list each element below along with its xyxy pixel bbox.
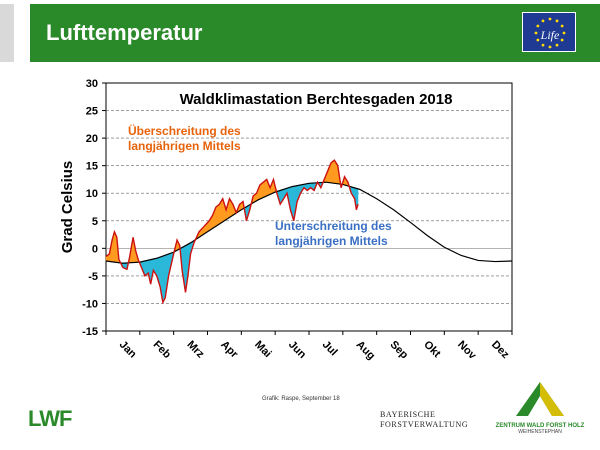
x-tick-label: Jun [286,339,309,362]
x-tick-label: Jul [320,339,340,359]
x-tick-label: Dez [489,339,512,362]
lwf-logo: LWF [28,406,88,435]
x-tick-label: Aug [354,339,378,363]
anomaly-above [330,159,335,184]
slide-title: Lufttemperatur [46,20,203,45]
eu-star [560,38,564,42]
eu-star [541,19,545,23]
y-tick-label: 20 [86,133,98,145]
x-tick-label: Jan [117,339,139,361]
y-tick-label: 0 [92,243,98,255]
x-tick-label: Nov [455,339,479,363]
y-tick-label: -5 [88,271,98,283]
x-tick-label: Apr [218,339,240,361]
chart-grid [106,110,512,304]
y-axis-ticks: -15 -10 -5 0 5 10 15 20 25 30 [82,78,106,338]
life-logo-text: Life [540,28,560,42]
chart-title: Waldklimastation Berchtesgaden 2018 [180,91,453,108]
x-tick-label: Okt [421,339,443,361]
bfv-line1: BAYERISCHE [380,410,436,419]
annotation-below-line1: Unterschreitung des [275,219,392,233]
lwf-logo-icon: LWF [28,406,73,431]
eu-star [534,31,538,35]
temperature-2018-line [105,159,359,305]
slide-header: Lufttemperatur Life [0,0,600,66]
annotation-above-line2: langjährigen Mittels [128,139,241,153]
y-tick-label: 15 [86,161,98,173]
x-tick-label: Feb [151,339,174,362]
eu-star [548,17,552,21]
x-tick-label: Mrz [184,339,206,361]
eu-stars-icon: Life [534,17,566,49]
mountain-icon [516,382,564,416]
zwfh-line1: ZENTRUM WALD FORST HOLZ [495,423,585,429]
eu-star [541,43,545,47]
anomaly-below [162,254,166,303]
eu-star [555,19,559,23]
x-axis-ticks: Jan Feb Mrz Apr Mai Jun Jul Aug Sep Okt Nov Dez [105,331,513,363]
bayerische-forstverwaltung-logo: BAYERISCHE FORSTVERWALTUNG [380,410,468,430]
x-tick-label: Mai [252,339,273,360]
annotation-below-line2: langjährigen Mittels [275,234,388,248]
eu-star [536,38,540,42]
eu-star [560,24,564,28]
eu-star [536,24,540,28]
y-tick-label: 30 [86,78,98,90]
y-tick-label: 5 [92,216,98,228]
zentrum-wald-forst-holz-logo: ZENTRUM WALD FORST HOLZ WEIHENSTEPHAN [490,380,590,435]
y-tick-label: 25 [86,106,98,118]
eu-star [562,31,566,35]
lwf-logo-text: LWF [28,406,72,430]
eu-star [548,45,552,49]
eu-life-logo: Life [522,12,576,52]
plot-area [105,82,513,332]
y-tick-label: -10 [82,298,98,310]
y-axis-label: Grad Celsius [59,161,76,254]
annotation-above-line1: Überschreitung des [128,123,241,138]
y-tick-label: 10 [86,188,98,200]
chart-lines [105,159,513,305]
bfv-line2: FORSTVERWALTUNG [380,420,469,429]
zwfh-line2: WEIHENSTEPHAN [518,429,562,435]
x-tick-label: Sep [387,339,410,362]
header-accent-block [0,4,14,62]
y-tick-label: -15 [82,326,98,338]
header-bar [30,4,600,62]
chart-credit: Grafik: Raspe, September 18 [262,396,340,402]
eu-star [555,43,559,47]
